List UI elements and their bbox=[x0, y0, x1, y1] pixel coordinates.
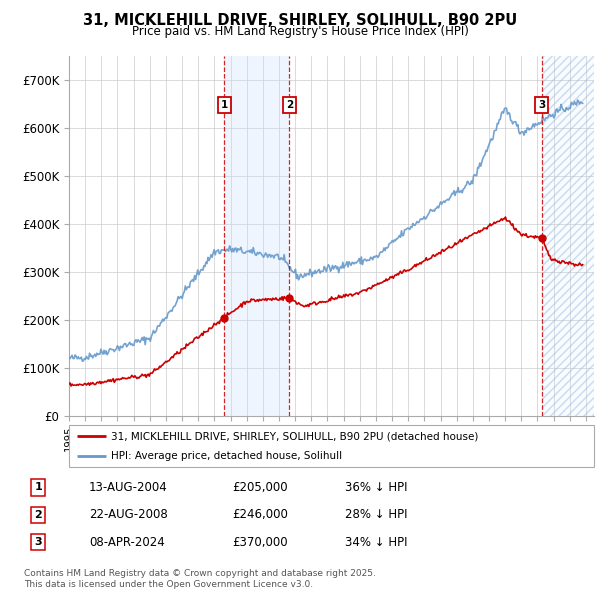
Text: 2: 2 bbox=[34, 510, 42, 520]
Text: 1: 1 bbox=[221, 100, 228, 110]
Text: 34% ↓ HPI: 34% ↓ HPI bbox=[346, 536, 408, 549]
Bar bbox=[542, 56, 594, 416]
Text: 3: 3 bbox=[34, 537, 42, 547]
Text: 31, MICKLEHILL DRIVE, SHIRLEY, SOLIHULL, B90 2PU (detached house): 31, MICKLEHILL DRIVE, SHIRLEY, SOLIHULL,… bbox=[111, 431, 478, 441]
Text: HPI: Average price, detached house, Solihull: HPI: Average price, detached house, Soli… bbox=[111, 451, 342, 461]
Text: 2: 2 bbox=[286, 100, 293, 110]
Text: 31, MICKLEHILL DRIVE, SHIRLEY, SOLIHULL, B90 2PU: 31, MICKLEHILL DRIVE, SHIRLEY, SOLIHULL,… bbox=[83, 13, 517, 28]
Text: 22-AUG-2008: 22-AUG-2008 bbox=[89, 508, 167, 522]
Text: 13-AUG-2004: 13-AUG-2004 bbox=[89, 481, 167, 494]
FancyBboxPatch shape bbox=[69, 425, 594, 467]
Text: Price paid vs. HM Land Registry's House Price Index (HPI): Price paid vs. HM Land Registry's House … bbox=[131, 25, 469, 38]
Bar bbox=[542, 56, 594, 416]
Text: 08-APR-2024: 08-APR-2024 bbox=[89, 536, 164, 549]
Text: 3: 3 bbox=[538, 100, 545, 110]
Bar bbox=[224, 56, 289, 416]
Text: 1: 1 bbox=[34, 483, 42, 493]
Text: 28% ↓ HPI: 28% ↓ HPI bbox=[346, 508, 408, 522]
Text: Contains HM Land Registry data © Crown copyright and database right 2025.
This d: Contains HM Land Registry data © Crown c… bbox=[24, 569, 376, 589]
Text: £205,000: £205,000 bbox=[233, 481, 289, 494]
Text: 36% ↓ HPI: 36% ↓ HPI bbox=[346, 481, 408, 494]
Text: £246,000: £246,000 bbox=[233, 508, 289, 522]
Text: £370,000: £370,000 bbox=[233, 536, 289, 549]
